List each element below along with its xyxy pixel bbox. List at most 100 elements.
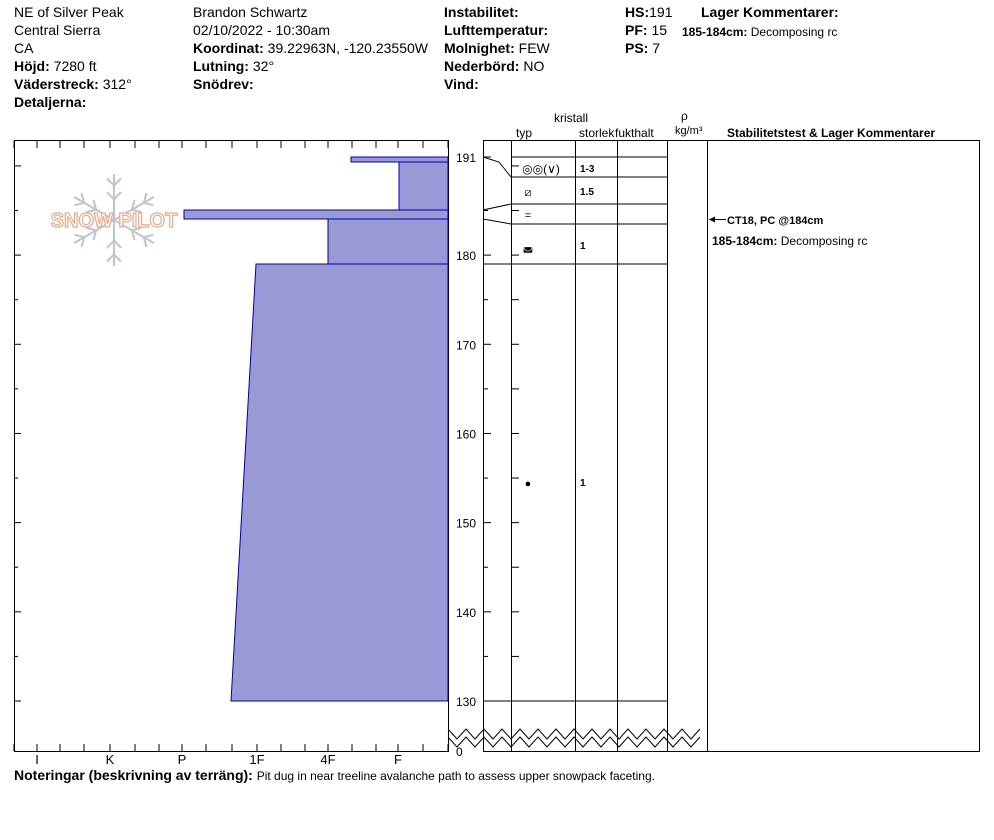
layer-size: 1 (580, 478, 586, 489)
density-unit-header: kg/m³ (675, 125, 703, 137)
flake-branch (130, 199, 136, 210)
flake-branch (131, 208, 142, 214)
stability-comment-range: 185-184cm: (712, 234, 778, 248)
profile-layer-0 (350, 156, 449, 163)
state: CA (14, 40, 34, 56)
pf-label: PF: (625, 22, 648, 38)
layer-type-symbol: = (525, 210, 531, 222)
layer-size: 1 (580, 241, 586, 252)
layer-connector (482, 218, 512, 225)
stability-test-arrow-head (709, 216, 715, 223)
notes-label: Noteringar (beskrivning av terräng): (14, 767, 253, 783)
flake-branch (113, 191, 122, 201)
flake-branch (143, 233, 154, 239)
rho-header: ρ (681, 109, 688, 123)
slope-label: Lutning: (193, 58, 249, 74)
observer: Brandon Schwartz (193, 4, 308, 20)
depth-label: 191 (456, 151, 476, 165)
region: Central Sierra (14, 22, 101, 38)
flake-branch (106, 191, 115, 201)
sky: Molnighet: FEW (444, 40, 550, 56)
flake-branch (142, 192, 148, 204)
snowpilot-logo: SNOW PILOT (50, 174, 178, 266)
layer-table-frame (483, 140, 708, 752)
flake-branch (74, 233, 85, 239)
slope: Lutning: 32° (193, 58, 274, 74)
depth-label: 150 (456, 517, 476, 531)
flake-branch (106, 177, 115, 187)
flake-arm (73, 196, 115, 221)
stability-header: Stabilitetstest & Lager Kommentarer (727, 126, 936, 140)
sky-label: Molnighet: (444, 40, 515, 56)
layer-comments-title: Lager Kommentarer: (701, 4, 839, 20)
ps-label: PS: (625, 40, 649, 56)
left-ticks (13, 141, 449, 751)
ps-value: 7 (652, 40, 661, 56)
layer-type-symbol: ◛ (523, 241, 534, 253)
axis-break-zigzag (447, 728, 701, 740)
slope-value: 32° (252, 58, 275, 74)
profile-layer-3 (327, 218, 449, 265)
flake-branch (92, 199, 98, 210)
depth-label: 0 (456, 745, 463, 759)
sky-value: FEW (518, 40, 550, 56)
stability-comment-text: Decomposing rc (780, 234, 868, 248)
flake-branch (106, 239, 115, 249)
coord-label: Koordinat: (193, 40, 264, 56)
hs: HS:191 (625, 4, 672, 20)
profile-layer-2 (183, 209, 449, 220)
flake-branch (106, 253, 115, 263)
flake-branch (92, 230, 98, 241)
flake-branch (74, 201, 85, 207)
crystal-header: kristall (554, 111, 589, 125)
layer-comment: 185-184cm: Decomposing rc (682, 24, 837, 40)
layer-rows: ◎◎(∨) 1-3 ⧄ 1.5 = ◛ 1 ● 1 (482, 156, 667, 702)
size-header: storlek (579, 126, 615, 140)
drift-label: Snödrev: (193, 76, 254, 92)
layer-size: 1.5 (580, 187, 594, 198)
flake-branch (86, 226, 97, 232)
precip: Nederbörd: NO (444, 58, 544, 74)
flake-branch (86, 208, 97, 214)
aspect-value: 312° (102, 76, 132, 92)
hardness-label: P (178, 752, 187, 767)
elevation-label: Höjd: (14, 58, 50, 74)
depth-label: 130 (456, 695, 476, 709)
flake-branch (143, 201, 154, 207)
coord-value: 39.22963N, -120.23550W (267, 40, 428, 56)
layer-size: 1-3 (580, 164, 595, 175)
flake-branch (130, 230, 136, 241)
layer-comment-range: 185-184cm: (682, 25, 748, 39)
hardness-profile (183, 156, 449, 702)
flake-branch (142, 236, 148, 248)
wind-label: Vind: (444, 76, 479, 92)
coordinates: Koordinat: 39.22963N, -120.23550W (193, 40, 428, 56)
layer-type-symbol: ◎◎(∨) (522, 162, 560, 176)
notes-text: Pit dug in near treeline avalanche path … (256, 769, 655, 783)
stability-comment: 185-184cm: Decomposing rc (712, 233, 867, 249)
elevation-value: 7280 ft (53, 58, 97, 74)
axis-break-zigzag-2 (447, 736, 701, 748)
datetime: 02/10/2022 - 10:30am (193, 22, 330, 38)
hardness-label: K (106, 752, 115, 767)
logo-text: SNOW PILOT (51, 210, 178, 232)
hardness-label: 1F (249, 752, 264, 767)
location: NE of Silver Peak (14, 4, 124, 20)
stability-panel-frame (707, 140, 980, 752)
layer-connector (482, 156, 512, 178)
aspect: Väderstreck: 312° (14, 76, 132, 92)
flake-arm (73, 219, 115, 244)
depth-label: 160 (456, 427, 476, 441)
flake-arm (113, 196, 155, 221)
stability-test-1: CT18, PC @184cm (727, 215, 824, 227)
flake-arm (113, 219, 155, 244)
airtemp-label: Lufttemperatur: (444, 22, 549, 38)
notes: Noteringar (beskrivning av terräng): Pit… (14, 767, 655, 784)
hardness-axis-labels: I K P 1F 4F F (35, 752, 402, 767)
flake-branch (131, 226, 142, 232)
profile-layer-1 (398, 161, 449, 211)
precip-value: NO (523, 58, 545, 74)
flake-branch (80, 236, 86, 248)
type-header: typ (516, 126, 533, 140)
aspect-label: Väderstreck: (14, 76, 99, 92)
